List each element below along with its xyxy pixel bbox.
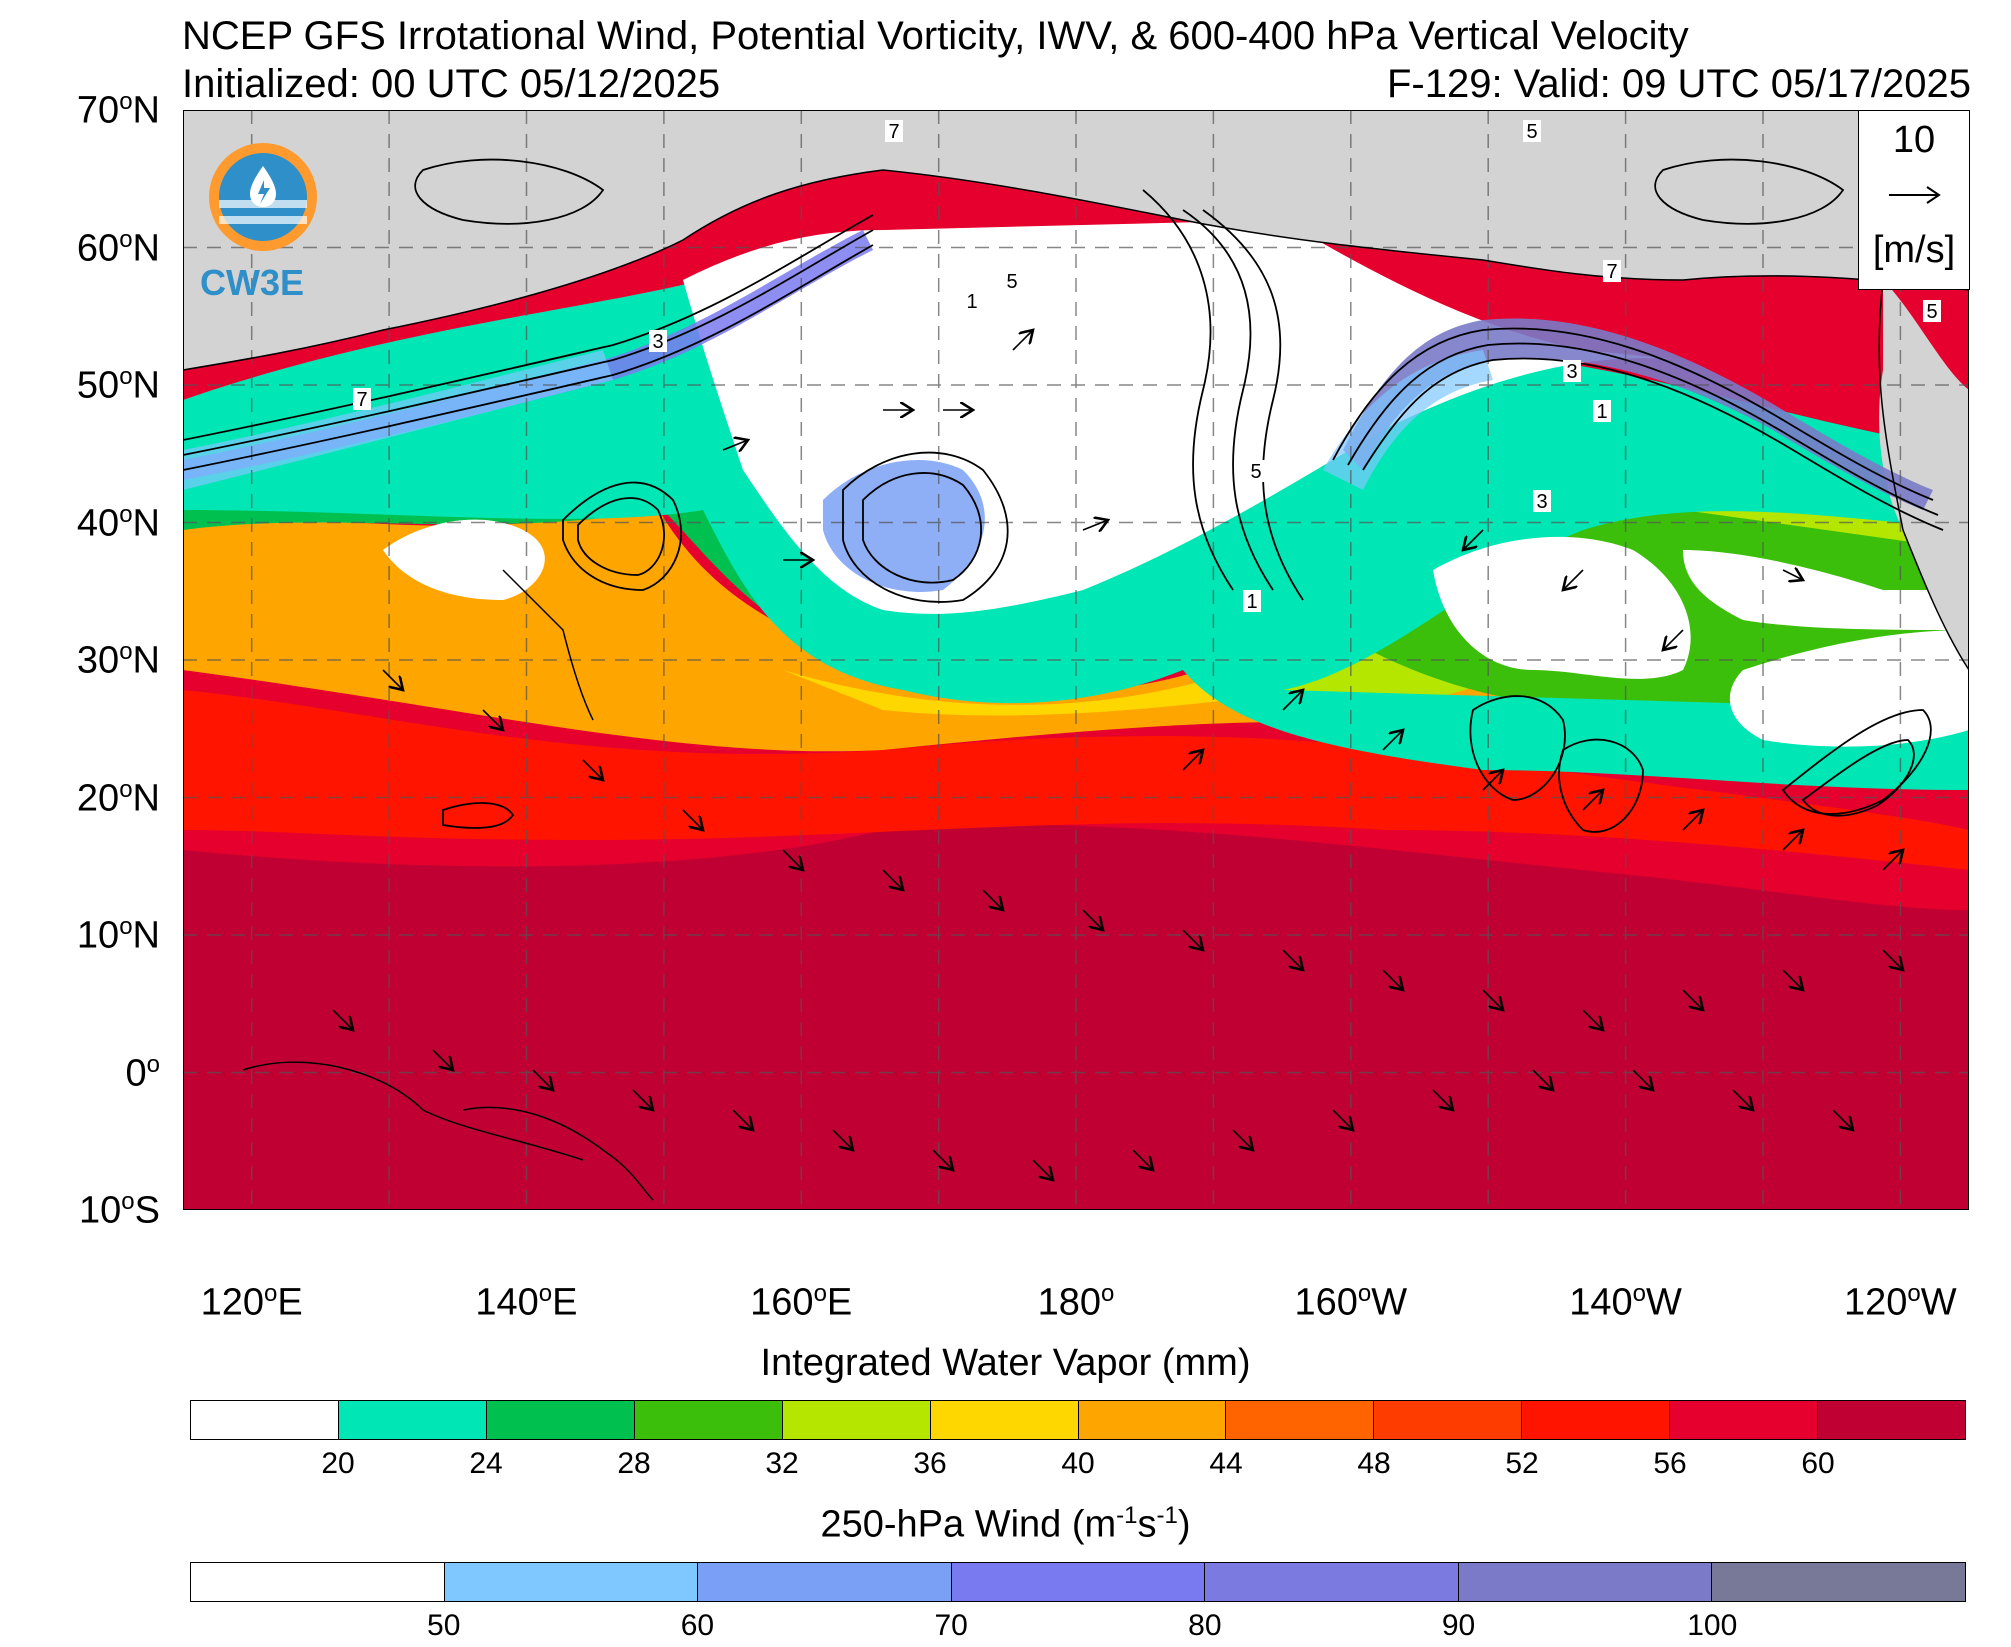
pv-contours	[183, 158, 1944, 833]
colorbar-segment	[191, 1401, 339, 1439]
longitude-label: 140oW	[1569, 1280, 1682, 1324]
iwv-teal-band	[183, 280, 1969, 790]
contour-label: 7	[888, 121, 899, 143]
iwv-colorbar	[190, 1400, 1966, 1440]
wind-title-sup1: -1	[1116, 1502, 1138, 1529]
arrow-right-icon	[1889, 186, 1941, 204]
wind-title-sup2: -1	[1156, 1502, 1178, 1529]
contour-label: 7	[356, 389, 367, 411]
iwv-tropical-band	[183, 824, 1969, 1210]
reference-vector-units: [m/s]	[1872, 229, 1956, 271]
colorbar-label: 40	[1061, 1447, 1095, 1480]
colorbar-label: 52	[1505, 1447, 1539, 1480]
jet-stream-east	[1343, 318, 1933, 510]
longitude-label: 120oE	[200, 1280, 303, 1324]
colorbar-segment	[930, 1401, 1079, 1439]
colorbar-segment	[338, 1401, 487, 1439]
latitude-label: 20oN	[76, 775, 160, 820]
longitude-label: 160oW	[1294, 1280, 1408, 1324]
colorbar-label: 60	[680, 1609, 715, 1642]
colorbar-label: 20	[321, 1447, 355, 1480]
wind-title-end: )	[1177, 1503, 1191, 1546]
latitude-label: 60oN	[76, 225, 160, 270]
colorbar-segment	[1205, 1563, 1459, 1601]
colorbar-label: 44	[1209, 1447, 1243, 1480]
latitude-label: 70oN	[76, 88, 160, 132]
colorbar-segment	[1458, 1563, 1713, 1601]
longitude-label: 120oW	[1843, 1280, 1957, 1324]
contour-label: 3	[1536, 491, 1547, 513]
wind-title-mid: s	[1137, 1503, 1157, 1546]
map-title: NCEP GFS Irrotational Wind, Potential Vo…	[182, 14, 1689, 58]
colorbar-segment	[951, 1563, 1206, 1601]
colorbar-label: 56	[1653, 1447, 1687, 1480]
latitude-label: 50oN	[76, 363, 160, 407]
colorbar-label: 80	[1188, 1609, 1222, 1642]
wind-vectors	[332, 330, 1903, 1180]
colorbar-segment	[698, 1563, 952, 1601]
reference-vector-box: 10 [m/s]	[1858, 110, 1970, 290]
contour-label: 5	[1526, 121, 1537, 143]
init-time: Initialized: 00 UTC 05/12/2025	[182, 62, 721, 106]
reference-vector-value: 10	[1892, 119, 1936, 161]
cw3e-logo: CW3E	[200, 140, 326, 303]
contour-label: 3	[1566, 361, 1577, 383]
contour-label: 5	[1926, 301, 1937, 323]
colorbar-segment	[191, 1563, 445, 1601]
valid-time: F-129: Valid: 09 UTC 05/17/2025	[1386, 62, 1971, 106]
wind-title-main: 250-hPa Wind (m	[820, 1503, 1117, 1546]
latitude-label: 40oN	[76, 500, 160, 545]
colorbar-label: 100	[1687, 1609, 1738, 1642]
colorbar-label: 24	[469, 1447, 503, 1480]
colorbar-segment	[1818, 1401, 1966, 1439]
water-drop-icon	[209, 143, 317, 251]
latitude-label: 30oN	[76, 638, 160, 682]
colorbar-segment	[1374, 1401, 1523, 1439]
longitude-label: 180o	[1037, 1280, 1115, 1324]
weather-map: 7 5 3 1 5 3 1 7 5 3 1 7 5	[183, 110, 1969, 1210]
colorbar-segment	[634, 1401, 783, 1439]
colorbar-segment	[486, 1401, 635, 1439]
contour-label: 7	[1606, 261, 1617, 283]
colorbar-segment	[782, 1401, 931, 1439]
colorbar-label: 50	[427, 1609, 461, 1642]
colorbar-segment	[1078, 1401, 1227, 1439]
logo-text: CW3E	[200, 262, 305, 303]
contour-label: 5	[1250, 461, 1261, 483]
iwv-colorbar-title: Integrated Water Vapor (mm)	[760, 1342, 1251, 1384]
contour-label: 1	[1246, 591, 1257, 613]
contour-label: 5	[1006, 271, 1017, 293]
colorbar-label: 60	[1801, 1447, 1835, 1480]
colorbar-segment	[444, 1563, 699, 1601]
colorbar-label: 36	[913, 1447, 947, 1480]
longitude-label: 140oE	[475, 1280, 578, 1324]
colorbar-label: 70	[934, 1609, 968, 1642]
land-alaska	[883, 110, 1969, 290]
colorbar-segment	[1226, 1401, 1375, 1439]
colorbar-segment	[1670, 1401, 1819, 1439]
land-north-america	[1879, 280, 1969, 670]
colorbar-label: 90	[1441, 1609, 1476, 1642]
longitude-label: 160oE	[750, 1280, 853, 1324]
latitude-label: 10oN	[76, 913, 160, 957]
contour-label: 1	[966, 291, 977, 313]
latitude-label: 10oS	[79, 1188, 160, 1232]
wind-colorbar	[190, 1562, 1966, 1602]
colorbar-label: 48	[1357, 1447, 1391, 1480]
latitude-label: 0o	[125, 1050, 161, 1095]
colorbar-label: 28	[617, 1447, 651, 1480]
contour-label: 1	[1596, 401, 1607, 423]
colorbar-segment	[1522, 1401, 1671, 1439]
colorbar-segment	[1712, 1563, 1966, 1601]
contour-label: 3	[652, 331, 663, 353]
land-asia-north	[183, 110, 883, 370]
wind-colorbar-title: 250-hPa Wind (m-1s-1)	[0, 1502, 2011, 1547]
colorbar-label: 32	[765, 1447, 799, 1480]
